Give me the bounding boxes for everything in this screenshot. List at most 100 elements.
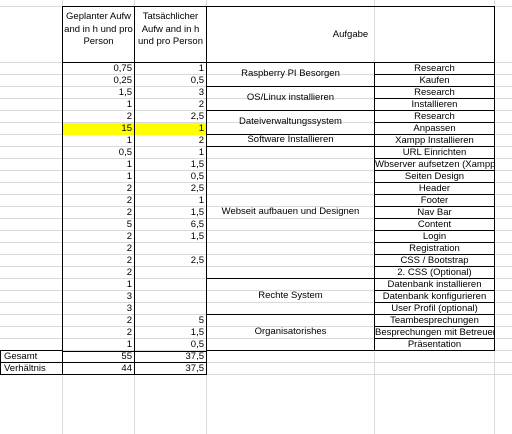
summary-planned[interactable]: 44: [63, 363, 135, 375]
gridline-horizontal: [0, 158, 512, 159]
subtask-cell[interactable]: Teambesprechungen: [375, 314, 495, 327]
subtask-cell[interactable]: Anpassen: [375, 122, 495, 135]
gridline-horizontal: [0, 290, 512, 291]
task-group-cell[interactable]: Webseit aufbauen und Designen: [207, 146, 375, 279]
subtask-cell[interactable]: Wbserver aufsetzen (Xampp): [375, 158, 495, 171]
planned-hours-cell[interactable]: 3: [62, 291, 135, 303]
actual-hours-cell[interactable]: 3: [135, 87, 207, 99]
planned-hours-cell[interactable]: 1,5: [62, 87, 135, 99]
subtask-cell[interactable]: Login: [375, 230, 495, 243]
actual-hours-cell[interactable]: 0,5: [135, 171, 207, 183]
actual-hours-cell[interactable]: 0,5: [135, 75, 207, 87]
header-planned-hours[interactable]: Geplanter Aufw and in h und pro Person: [62, 6, 135, 63]
planned-hours-cell[interactable]: 1: [62, 279, 135, 291]
planned-hours-cell[interactable]: 2: [62, 111, 135, 123]
summary-label[interactable]: Gesamt: [0, 350, 63, 363]
planned-hours-cell[interactable]: 2: [62, 315, 135, 327]
summary-actual[interactable]: 37,5: [135, 363, 207, 375]
subtask-cell[interactable]: URL Einrichten: [375, 146, 495, 159]
subtask-cell[interactable]: Footer: [375, 194, 495, 207]
task-group-cell[interactable]: Software Installieren: [207, 134, 375, 147]
gridline-horizontal: [0, 302, 512, 303]
actual-hours-cell[interactable]: [135, 279, 207, 291]
subtask-cell[interactable]: Seiten Design: [375, 170, 495, 183]
planned-hours-cell[interactable]: 5: [62, 219, 135, 231]
gridline-horizontal: [0, 266, 512, 267]
planned-hours-cell[interactable]: 1: [62, 135, 135, 147]
gridline-horizontal: [0, 122, 512, 123]
planned-hours-cell[interactable]: 0,25: [62, 75, 135, 87]
summary-label[interactable]: Verhältnis: [0, 363, 63, 375]
actual-hours-cell[interactable]: [135, 243, 207, 255]
planned-hours-cell[interactable]: 2: [62, 195, 135, 207]
gridline-horizontal: [0, 218, 512, 219]
subtask-cell[interactable]: Installieren: [375, 98, 495, 111]
planned-hours-cell[interactable]: 1: [62, 339, 135, 352]
actual-hours-cell[interactable]: 6,5: [135, 219, 207, 231]
gridline-horizontal: [0, 194, 512, 195]
planned-hours-cell[interactable]: 1: [62, 99, 135, 111]
subtask-cell[interactable]: 2. CSS (Optional): [375, 266, 495, 279]
subtask-cell[interactable]: Content: [375, 218, 495, 231]
subtask-cell[interactable]: CSS / Bootstrap: [375, 254, 495, 267]
task-group-cell[interactable]: Organisatorishes: [207, 314, 375, 351]
actual-hours-cell[interactable]: 1: [135, 147, 207, 159]
subtask-cell[interactable]: Research: [375, 62, 495, 75]
planned-hours-cell[interactable]: 2: [62, 183, 135, 195]
task-group-cell[interactable]: Dateiverwaltungssystem: [207, 110, 375, 135]
gridline-horizontal: [0, 170, 512, 171]
task-group-cell[interactable]: Raspberry PI Besorgen: [207, 62, 375, 87]
gridline-horizontal: [0, 230, 512, 231]
planned-hours-cell[interactable]: 15: [62, 123, 135, 135]
actual-hours-cell[interactable]: 2: [135, 99, 207, 111]
planned-hours-cell[interactable]: 1: [62, 171, 135, 183]
actual-hours-cell[interactable]: 1: [135, 195, 207, 207]
planned-hours-cell[interactable]: 2: [62, 267, 135, 279]
subtask-cell[interactable]: Kaufen: [375, 74, 495, 87]
planned-hours-cell[interactable]: 2: [62, 207, 135, 219]
summary-actual[interactable]: 37,5: [135, 351, 207, 363]
task-group-cell[interactable]: Rechte System: [207, 278, 375, 315]
subtask-cell[interactable]: Datenbank konfigurieren: [375, 290, 495, 303]
header-actual-hours[interactable]: Tatsächlicher Aufw and in h und pro Pers…: [135, 6, 207, 63]
gridline-horizontal: [0, 98, 512, 99]
summary-planned[interactable]: 55: [63, 351, 135, 363]
actual-hours-cell[interactable]: 2,5: [135, 111, 207, 123]
actual-hours-cell[interactable]: 1: [135, 63, 207, 75]
planned-hours-cell[interactable]: 3: [62, 303, 135, 315]
actual-hours-cell[interactable]: 1,5: [135, 159, 207, 171]
planned-hours-cell[interactable]: 1: [62, 159, 135, 171]
subtask-cell[interactable]: Präsentation: [375, 338, 495, 351]
actual-hours-cell[interactable]: 1,5: [135, 207, 207, 219]
planned-hours-cell[interactable]: 0,75: [62, 63, 135, 75]
actual-hours-cell[interactable]: [135, 303, 207, 315]
planned-hours-cell[interactable]: 2: [62, 255, 135, 267]
subtask-cell[interactable]: Besprechungen mit Betreuer: [375, 326, 495, 339]
subtask-cell[interactable]: User Profil (optional): [375, 302, 495, 315]
actual-hours-cell[interactable]: [135, 291, 207, 303]
subtask-cell[interactable]: Research: [375, 110, 495, 123]
actual-hours-cell[interactable]: 1: [135, 123, 207, 135]
subtask-cell[interactable]: Xampp Installieren: [375, 134, 495, 147]
subtask-cell[interactable]: Header: [375, 182, 495, 195]
actual-hours-cell[interactable]: 2: [135, 135, 207, 147]
subtask-cell[interactable]: Research: [375, 86, 495, 99]
actual-hours-cell[interactable]: 5: [135, 315, 207, 327]
task-group-cell[interactable]: OS/Linux installieren: [207, 86, 375, 111]
actual-hours-cell[interactable]: 2,5: [135, 255, 207, 267]
gridline-horizontal: [0, 182, 512, 183]
planned-hours-cell[interactable]: 2: [62, 327, 135, 339]
subtask-cell[interactable]: Datenbank installieren: [375, 278, 495, 291]
subtask-cell[interactable]: Registration: [375, 242, 495, 255]
actual-hours-cell[interactable]: 1,5: [135, 231, 207, 243]
actual-hours-cell[interactable]: 2,5: [135, 183, 207, 195]
actual-hours-cell[interactable]: 1,5: [135, 327, 207, 339]
gridline-horizontal: [0, 374, 512, 375]
actual-hours-cell[interactable]: 0,5: [135, 339, 207, 352]
planned-hours-cell[interactable]: 2: [62, 231, 135, 243]
actual-hours-cell[interactable]: [135, 267, 207, 279]
subtask-cell[interactable]: Nav Bar: [375, 206, 495, 219]
header-task[interactable]: Aufgabe: [207, 6, 495, 63]
planned-hours-cell[interactable]: 0,5: [62, 147, 135, 159]
planned-hours-cell[interactable]: 2: [62, 243, 135, 255]
